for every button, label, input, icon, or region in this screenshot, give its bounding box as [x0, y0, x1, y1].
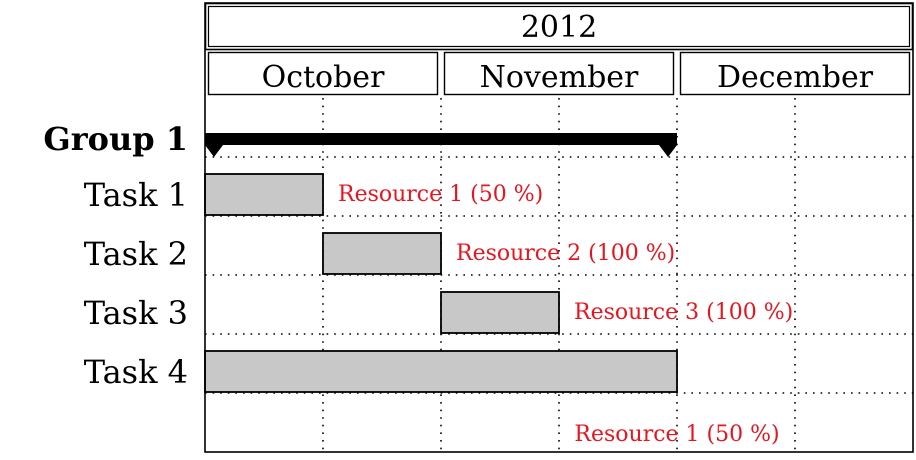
chart-title: 2012 [521, 10, 597, 45]
task-bar-4 [204, 350, 678, 393]
bars-layer [204, 133, 678, 393]
row-labels: Group 1 Task 1 Task 2 Task 3 Task 4 Resource … [43, 120, 793, 447]
resource-label-3: Resource 3 (100 %) [574, 300, 793, 325]
group-bar [205, 133, 677, 145]
group-bar-start-cap [205, 145, 223, 157]
task-bar-1 [204, 173, 324, 216]
task-bar-3 [440, 291, 560, 334]
task-label-1: Task 1 [84, 176, 188, 214]
title-box-inner [207, 5, 911, 48]
task-label-2: Task 2 [84, 235, 188, 273]
resource-label-4: Resource 1 (50 %) [574, 422, 779, 447]
resource-label-1: Resource 1 (50 %) [338, 182, 543, 207]
chart-frame [204, 2, 914, 453]
month-box-december [679, 51, 911, 96]
grid-layer [205, 98, 913, 452]
month-label-november: November [480, 60, 639, 95]
month-label-december: December [717, 60, 874, 95]
month-header-row: October November December [207, 51, 911, 96]
chart-header: 2012 [204, 2, 914, 51]
month-label-october: October [262, 60, 385, 95]
task-label-3: Task 3 [84, 294, 188, 332]
group-bar-end-cap [659, 145, 677, 157]
month-box-october [207, 51, 439, 96]
task-label-4: Task 4 [84, 353, 188, 391]
resource-label-2: Resource 2 (100 %) [456, 241, 675, 266]
group-label: Group 1 [43, 120, 188, 158]
task-bar-2 [322, 232, 442, 275]
month-box-november [443, 51, 675, 96]
